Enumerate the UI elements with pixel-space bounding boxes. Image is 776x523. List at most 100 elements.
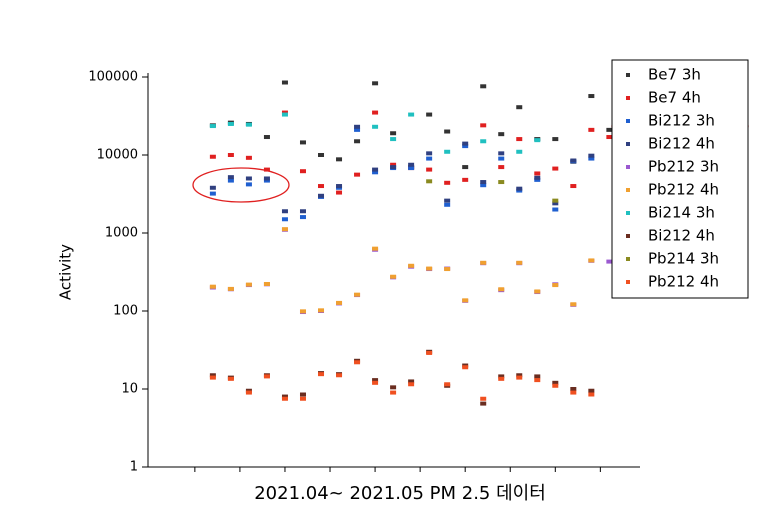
data-point bbox=[498, 376, 505, 381]
data-point bbox=[245, 155, 252, 160]
legend-label: Bi214 3h bbox=[648, 204, 715, 222]
data-point bbox=[480, 180, 487, 185]
data-point bbox=[372, 378, 379, 383]
data-point bbox=[354, 124, 361, 129]
data-point bbox=[390, 274, 397, 279]
data-point bbox=[227, 121, 234, 126]
data-point bbox=[209, 373, 216, 378]
data-point bbox=[426, 266, 433, 271]
data-point bbox=[299, 392, 306, 397]
data-point bbox=[516, 186, 523, 191]
data-point bbox=[588, 392, 595, 397]
data-point bbox=[444, 202, 451, 207]
data-point bbox=[498, 151, 505, 156]
data-point bbox=[227, 153, 234, 157]
data-point bbox=[498, 165, 505, 170]
y-tick-label: 10 bbox=[121, 382, 138, 397]
data-point bbox=[498, 132, 505, 137]
data-point bbox=[552, 137, 559, 142]
data-point bbox=[372, 110, 379, 115]
data-point bbox=[245, 282, 252, 287]
data-point bbox=[263, 176, 270, 181]
data-point bbox=[588, 153, 595, 158]
data-point bbox=[462, 144, 469, 149]
data-point bbox=[390, 137, 397, 142]
data-point bbox=[354, 127, 361, 132]
data-point bbox=[534, 175, 541, 180]
data-point bbox=[426, 151, 433, 156]
annotation-circle bbox=[192, 167, 290, 203]
data-point bbox=[462, 177, 469, 182]
data-point bbox=[444, 198, 451, 203]
legend-marker bbox=[626, 165, 630, 169]
data-point bbox=[372, 167, 379, 172]
data-point bbox=[299, 140, 306, 145]
data-point bbox=[444, 180, 451, 185]
data-point bbox=[570, 184, 577, 189]
data-point bbox=[570, 302, 577, 307]
data-point bbox=[588, 258, 595, 263]
data-point bbox=[281, 112, 288, 117]
legend-label: Bi212 4h bbox=[648, 227, 715, 245]
data-point bbox=[209, 191, 216, 196]
data-point bbox=[534, 138, 541, 143]
data-point bbox=[552, 380, 559, 385]
data-point bbox=[606, 259, 613, 264]
legend-marker bbox=[626, 142, 630, 146]
data-point bbox=[281, 227, 288, 232]
data-point bbox=[299, 396, 306, 401]
data-point bbox=[281, 217, 288, 222]
data-point bbox=[209, 124, 216, 129]
data-point bbox=[354, 360, 361, 365]
data-point bbox=[318, 193, 325, 198]
data-point bbox=[227, 175, 234, 180]
data-point bbox=[588, 94, 595, 99]
legend-label: Pb214 3h bbox=[648, 250, 719, 268]
data-point bbox=[227, 178, 234, 183]
data-point bbox=[462, 298, 469, 303]
data-point bbox=[318, 153, 325, 157]
y-tick-label: 10000 bbox=[97, 148, 138, 163]
legend-label: Pb212 3h bbox=[648, 158, 719, 176]
data-point bbox=[372, 81, 379, 86]
legend-marker bbox=[626, 280, 630, 284]
data-point bbox=[408, 166, 415, 171]
data-point bbox=[281, 80, 288, 85]
data-point bbox=[606, 135, 613, 140]
data-point bbox=[444, 149, 451, 154]
x-axis-label: 2021.04~ 2021.05 PM 2.5 데이터 bbox=[254, 483, 546, 504]
data-point bbox=[390, 165, 397, 170]
data-point bbox=[588, 127, 595, 132]
data-point bbox=[408, 382, 415, 387]
data-point bbox=[534, 171, 541, 176]
data-point bbox=[534, 374, 541, 379]
data-point bbox=[552, 207, 559, 212]
legend-label: Be7 3h bbox=[648, 66, 701, 84]
data-point bbox=[390, 131, 397, 136]
data-point bbox=[336, 184, 343, 189]
data-point bbox=[480, 183, 487, 188]
data-point bbox=[552, 166, 559, 171]
data-point bbox=[426, 156, 433, 161]
y-tick-label: 1 bbox=[130, 460, 138, 475]
data-point bbox=[516, 137, 523, 142]
data-point bbox=[299, 169, 306, 174]
data-point bbox=[498, 156, 505, 161]
legend-label: Bi212 3h bbox=[648, 112, 715, 130]
data-point bbox=[552, 198, 559, 203]
legend-marker bbox=[626, 257, 630, 261]
data-point bbox=[318, 184, 325, 189]
legend-label: Bi212 4h bbox=[648, 135, 715, 153]
data-point bbox=[516, 260, 523, 265]
data-point bbox=[480, 123, 487, 128]
data-point bbox=[372, 246, 379, 251]
data-point bbox=[480, 139, 487, 144]
data-point bbox=[480, 260, 487, 265]
data-point bbox=[426, 179, 433, 184]
data-point bbox=[588, 156, 595, 161]
data-point bbox=[390, 385, 397, 390]
data-point bbox=[336, 157, 343, 162]
legend-marker bbox=[626, 234, 630, 238]
data-point bbox=[263, 374, 270, 379]
